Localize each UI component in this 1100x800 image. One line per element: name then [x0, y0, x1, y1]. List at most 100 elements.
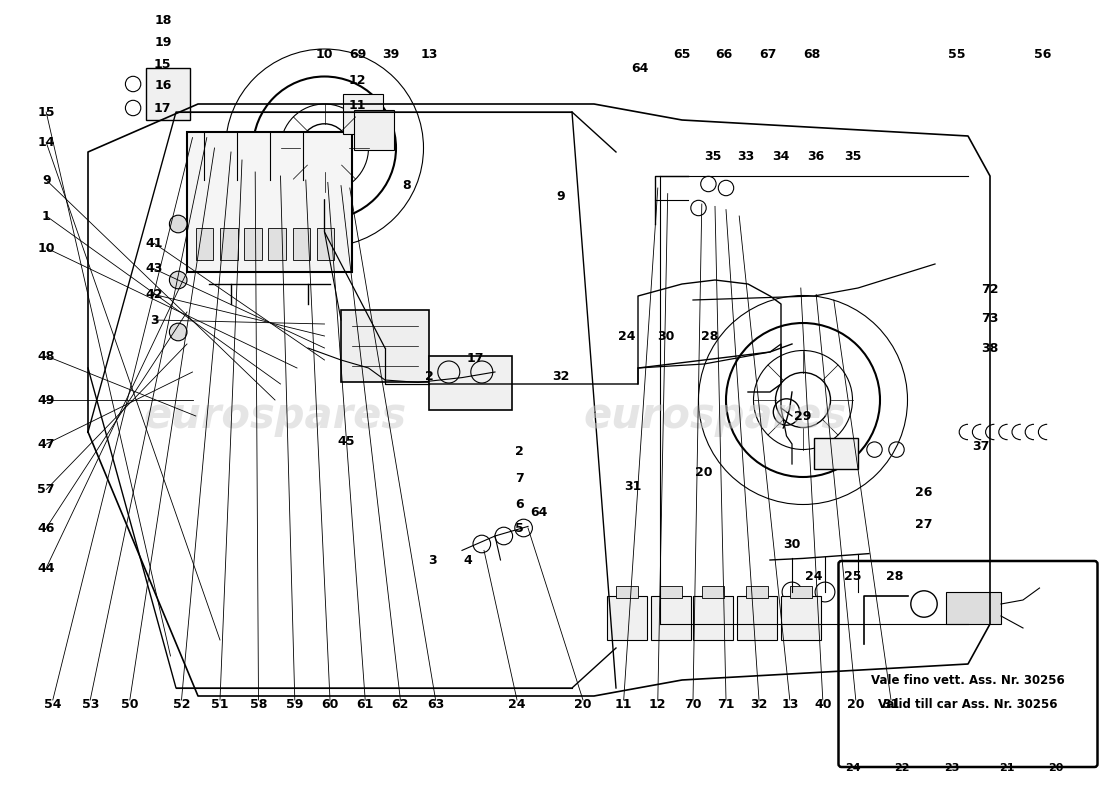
Bar: [781, 596, 821, 640]
Text: 15: 15: [37, 106, 55, 118]
Bar: [790, 586, 812, 598]
Text: 35: 35: [704, 150, 722, 162]
Text: 26: 26: [915, 486, 933, 498]
Circle shape: [169, 323, 187, 341]
Text: 48: 48: [37, 350, 55, 362]
Text: 43: 43: [145, 262, 163, 275]
Text: 67: 67: [759, 48, 777, 61]
Bar: [946, 592, 1001, 624]
Text: 34: 34: [772, 150, 790, 162]
Text: 12: 12: [649, 698, 667, 710]
Text: 53: 53: [81, 698, 99, 710]
Bar: [187, 132, 352, 272]
Text: eurospares: eurospares: [583, 395, 847, 437]
Text: 24: 24: [618, 330, 636, 342]
Text: 71: 71: [717, 698, 735, 710]
Bar: [616, 586, 638, 598]
Bar: [693, 596, 733, 640]
Text: Valid till car Ass. Nr. 30256: Valid till car Ass. Nr. 30256: [878, 698, 1058, 710]
Bar: [196, 228, 213, 260]
Circle shape: [169, 215, 187, 233]
Text: 60: 60: [321, 698, 339, 710]
Bar: [607, 596, 647, 640]
Text: 10: 10: [37, 242, 55, 254]
Text: 9: 9: [557, 190, 565, 202]
Text: 10: 10: [316, 48, 333, 61]
Text: 24: 24: [845, 763, 860, 773]
Text: 73: 73: [981, 312, 999, 325]
Text: 2: 2: [515, 445, 524, 458]
Bar: [220, 228, 238, 260]
Text: 42: 42: [145, 288, 163, 301]
Text: 62: 62: [392, 698, 409, 710]
Text: Vale fino vett. Ass. Nr. 30256: Vale fino vett. Ass. Nr. 30256: [871, 674, 1065, 686]
Text: 18: 18: [154, 14, 172, 26]
Text: 32: 32: [552, 370, 570, 382]
Text: 69: 69: [349, 48, 366, 61]
Text: 13: 13: [781, 698, 799, 710]
Text: 30: 30: [783, 538, 801, 550]
Bar: [814, 438, 858, 469]
Text: 72: 72: [981, 283, 999, 296]
Text: 68: 68: [803, 48, 821, 61]
Bar: [317, 228, 334, 260]
Text: 52: 52: [173, 698, 190, 710]
Bar: [737, 596, 777, 640]
Text: 37: 37: [972, 440, 990, 453]
Text: 47: 47: [37, 438, 55, 450]
Text: 63: 63: [427, 698, 444, 710]
Text: 24: 24: [508, 698, 526, 710]
Text: 58: 58: [250, 698, 267, 710]
Bar: [429, 356, 512, 410]
Text: 22: 22: [894, 763, 910, 773]
Text: 20: 20: [695, 466, 713, 478]
Text: 11: 11: [615, 698, 632, 710]
Text: 64: 64: [530, 506, 548, 518]
Text: 35: 35: [844, 150, 861, 162]
Text: 38: 38: [981, 342, 999, 354]
Text: eurospares: eurospares: [143, 395, 407, 437]
Text: 31: 31: [624, 480, 641, 493]
Bar: [981, 596, 1021, 640]
FancyBboxPatch shape: [838, 561, 1098, 767]
Text: 1: 1: [42, 210, 51, 222]
Text: 19: 19: [154, 36, 172, 49]
Bar: [293, 228, 310, 260]
Text: 24: 24: [805, 570, 823, 582]
Text: 17: 17: [154, 102, 172, 114]
Bar: [746, 586, 768, 598]
Text: 15: 15: [154, 58, 172, 70]
Text: 41: 41: [145, 237, 163, 250]
Text: 70: 70: [684, 698, 702, 710]
Text: 9: 9: [42, 174, 51, 186]
Text: 16: 16: [154, 79, 172, 92]
Text: 30: 30: [657, 330, 674, 342]
Text: 14: 14: [37, 136, 55, 149]
Text: 17: 17: [466, 352, 484, 365]
Text: 29: 29: [794, 410, 812, 422]
Text: 5: 5: [515, 522, 524, 534]
Text: 25: 25: [844, 570, 861, 582]
Bar: [913, 586, 935, 598]
Text: 65: 65: [673, 48, 691, 61]
Text: 32: 32: [750, 698, 768, 710]
Bar: [244, 228, 262, 260]
Bar: [702, 586, 724, 598]
Text: 28: 28: [701, 330, 718, 342]
Bar: [354, 110, 394, 150]
Text: 51: 51: [211, 698, 229, 710]
Bar: [904, 596, 944, 640]
Text: 20: 20: [574, 698, 592, 710]
Text: 49: 49: [37, 394, 55, 406]
Circle shape: [169, 271, 187, 289]
Text: 40: 40: [814, 698, 832, 710]
Text: 56: 56: [1034, 48, 1052, 61]
Text: 36: 36: [807, 150, 825, 162]
Text: 20: 20: [847, 698, 865, 710]
Text: 57: 57: [37, 483, 55, 496]
Text: 55: 55: [948, 48, 966, 61]
Text: 39: 39: [382, 48, 399, 61]
Text: 23: 23: [944, 763, 959, 773]
Text: 28: 28: [886, 570, 903, 582]
Text: 45: 45: [338, 435, 355, 448]
